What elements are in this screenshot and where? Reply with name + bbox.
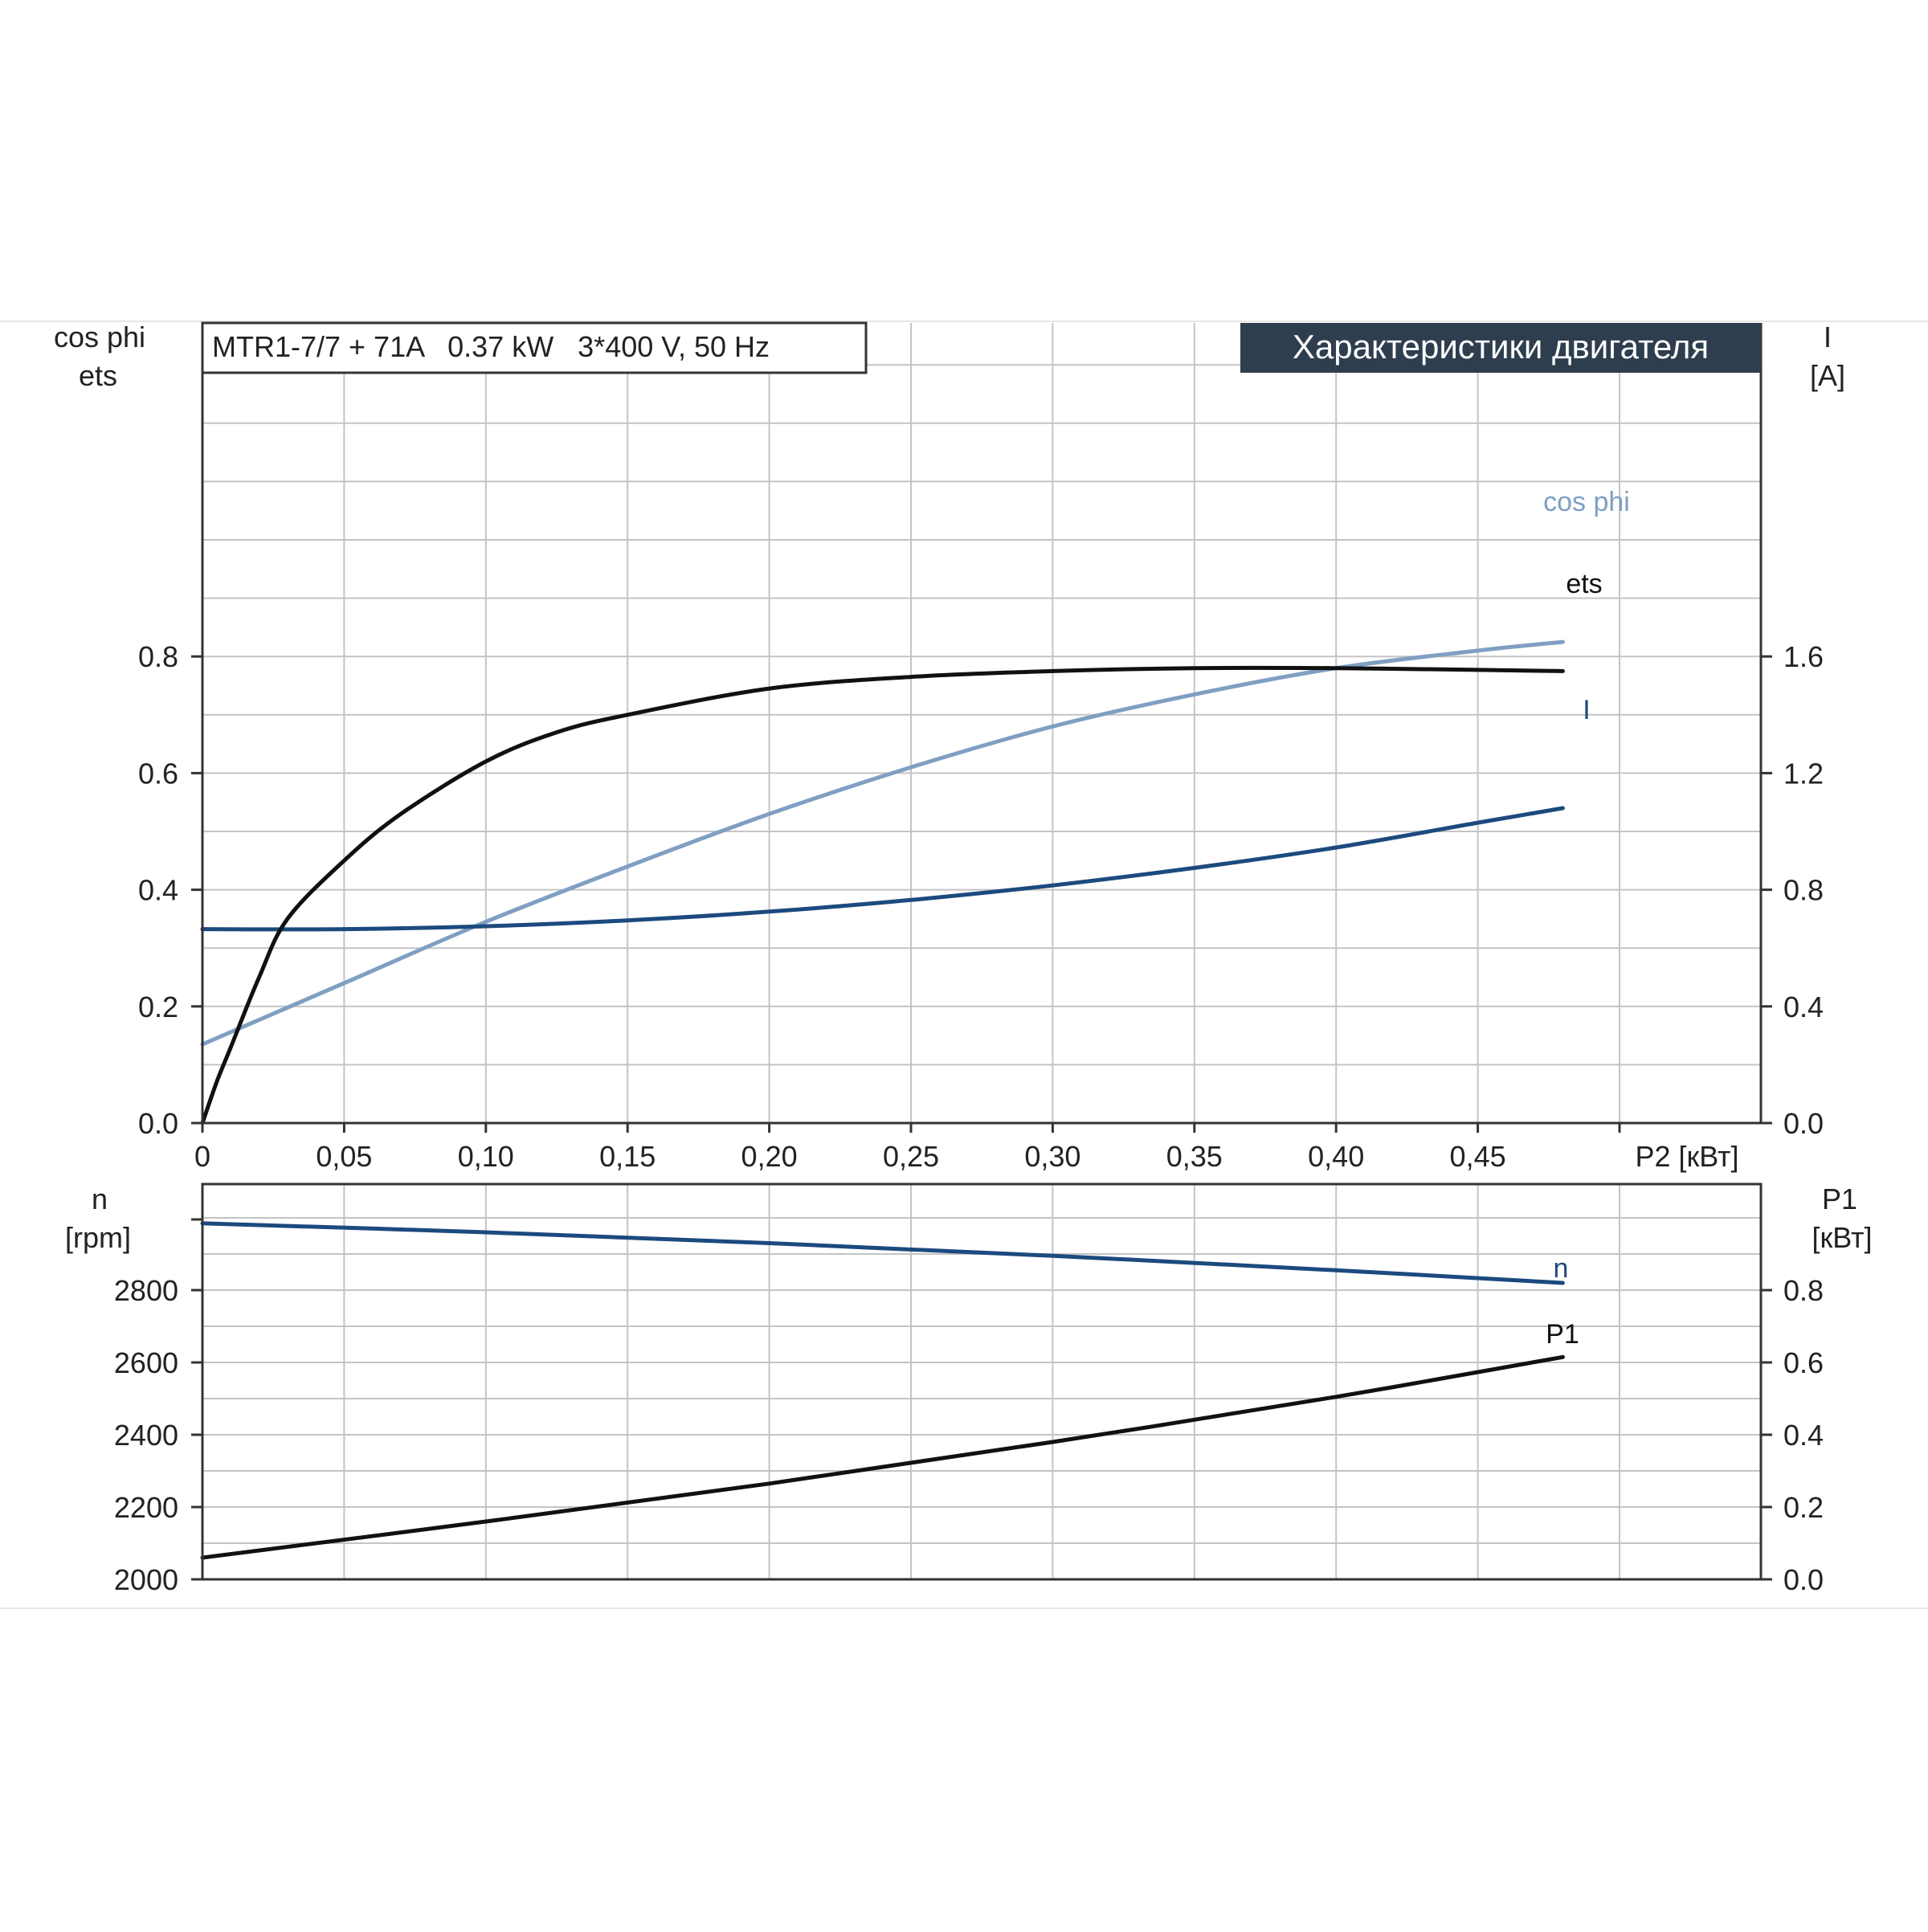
top-left-axis-title-line2: ets: [79, 359, 117, 392]
top-y-left-tick-label: 0.4: [138, 874, 178, 907]
x-tick-label: 0,30: [1024, 1140, 1080, 1173]
x-tick-label: 0,35: [1166, 1140, 1223, 1173]
top-y-left-tick-label: 0.8: [138, 640, 178, 673]
top-y-left-tick-label: 0.6: [138, 757, 178, 790]
bottom-series-n-label: n: [1554, 1253, 1569, 1284]
top-y-right-tick-label: 1.6: [1783, 640, 1824, 673]
top-series-i-line: [200, 806, 1565, 932]
top-grid: [202, 323, 1761, 1123]
bottom-y-right-tick-label: 0.6: [1783, 1346, 1824, 1379]
top-right-axis-title-line1: I: [1824, 321, 1832, 353]
bottom-series-p1-label: P1: [1546, 1319, 1579, 1350]
bottom-left-axis-title-line2: [rpm]: [65, 1221, 131, 1254]
top-series-ets-line: [200, 665, 1565, 1125]
bottom-y-left-tick-label: 2000: [114, 1563, 178, 1596]
bottom-left-axis-title-line1: n: [92, 1182, 108, 1215]
top-series-cos-phi-label: cos phi: [1543, 487, 1630, 517]
bottom-grid: [202, 1184, 1761, 1579]
x-tick-label: 0,45: [1450, 1140, 1506, 1173]
top-y-right-tick-label: 0.0: [1783, 1107, 1824, 1140]
bottom-y-right-tick-label: 0.4: [1783, 1419, 1824, 1452]
top-y-right-tick-label: 0.4: [1783, 991, 1824, 1023]
x-axis-label: P2 [кВт]: [1635, 1140, 1738, 1173]
bottom-right-axis-title-line1: P1: [1822, 1182, 1857, 1215]
x-tick-label: 0,05: [316, 1140, 372, 1173]
top-series-i-label: I: [1583, 695, 1590, 725]
model-label: MTR1-7/7 + 71A 0.37 kW 3*400 V, 50 Hz: [212, 330, 770, 363]
top-y-right-tick-label: 1.2: [1783, 757, 1824, 790]
bottom-y-left-tick-label: 2400: [114, 1419, 178, 1452]
top-series-ets-label: ets: [1566, 569, 1602, 599]
bottom-y-left-tick-label: 2800: [114, 1274, 178, 1307]
x-tick-label: 0,10: [458, 1140, 514, 1173]
top-right-axis-title-line2: [A]: [1810, 359, 1845, 392]
model-label-box: [201, 321, 868, 374]
x-tick-label: 0: [194, 1140, 210, 1173]
top-y-left-tick-label: 0.2: [138, 991, 178, 1023]
top-left-axis-title-line1: cos phi: [54, 321, 145, 353]
bottom-right-axis-title-line2: [кВт]: [1812, 1221, 1872, 1254]
bottom-y-right-tick-label: 0.0: [1783, 1563, 1824, 1596]
bottom-series-p1-line: [200, 1354, 1565, 1560]
bottom-y-right-tick-label: 0.2: [1783, 1491, 1824, 1524]
top-y-left-tick-label: 0.0: [138, 1107, 178, 1140]
x-tick-label: 0,15: [599, 1140, 656, 1173]
bottom-y-left-tick-label: 2600: [114, 1346, 178, 1379]
bottom-panel-frame: [201, 1182, 1763, 1581]
title-banner: [1240, 323, 1761, 373]
x-tick-label: 0,25: [883, 1140, 939, 1173]
bottom-y-right-tick-label: 0.8: [1783, 1274, 1824, 1307]
bottom-series-n-line: [200, 1221, 1565, 1285]
chart-title: Характеристики двигателя: [1293, 328, 1709, 366]
bottom-y-left-tick-label: 2200: [114, 1491, 178, 1524]
top-y-right-tick-label: 0.8: [1783, 874, 1824, 907]
x-tick-label: 0,20: [741, 1140, 798, 1173]
x-tick-label: 0,40: [1308, 1140, 1364, 1173]
top-series-cos-phi-line: [200, 639, 1565, 1047]
